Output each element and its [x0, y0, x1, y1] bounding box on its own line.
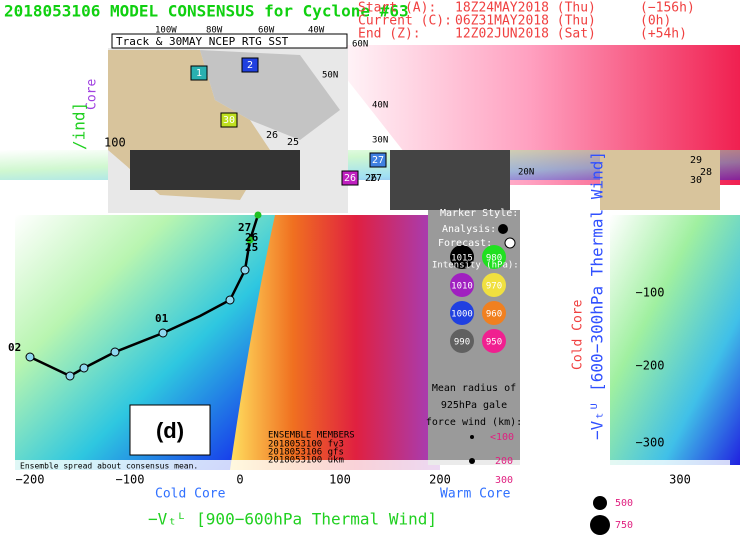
map-box-label: 27 [372, 155, 384, 166]
map-track-label: 28 [700, 167, 712, 178]
legend-heading: Marker Style: [440, 208, 518, 219]
track-marker [159, 329, 167, 337]
intensity-label: 960 [486, 310, 502, 320]
intensity-label: 1000 [451, 310, 473, 320]
track-label: 02 [8, 341, 21, 354]
track-marker [111, 348, 119, 356]
radius-heading: 925hPa gale [441, 400, 507, 411]
x-cold-core: Cold Core [155, 487, 226, 502]
y-tick-label: −300 [636, 436, 665, 450]
legend-heading: Intensity (hPa): [432, 261, 519, 271]
map-track-label: 26 [365, 173, 377, 184]
x-warm-core: Warm Core [440, 487, 511, 502]
lat-label: 40N [372, 101, 388, 111]
title: 2018053106 MODEL CONSENSUS for Cyclone #… [4, 2, 409, 21]
map-strip [130, 150, 300, 190]
lon-label: 40W [308, 26, 325, 36]
analysis-marker [498, 224, 508, 234]
lon-label: 80W [206, 26, 223, 36]
y-tick-label: −200 [636, 359, 665, 373]
intensity-label: 990 [454, 338, 470, 348]
right-field [610, 215, 740, 465]
radius-label: 750 [615, 520, 633, 531]
legend-item: Analysis: [442, 224, 496, 235]
legend-item: Forecast: [438, 238, 492, 249]
panel-label: (d) [156, 418, 184, 443]
map-strip [390, 150, 510, 210]
intensity-label: 980 [486, 254, 502, 264]
radius-swatch [469, 458, 475, 464]
y-axis-label: −Vₜᵁ [600−300hPa Thermal Wind] [588, 151, 607, 440]
radius-swatch [590, 515, 610, 535]
forecast-marker [505, 238, 515, 248]
x-tick-label: −200 [16, 473, 45, 487]
track-marker [226, 296, 234, 304]
x-tick-label: 300 [669, 473, 691, 487]
time-offset: (+54h) [640, 27, 687, 42]
y-tick-label: −100 [636, 286, 665, 300]
lat-label: 20N [518, 168, 534, 178]
y-cold-core: Cold Core [571, 299, 586, 370]
ensemble-member: 2018053100 ukm [268, 456, 344, 466]
lon-label: 100W [155, 26, 177, 36]
radius-label: <100 [490, 432, 514, 443]
track-marker [66, 372, 74, 380]
radius-heading: force wind (km): [426, 417, 522, 428]
map-title: Track & 30MAY NCEP RTG SST [116, 35, 289, 48]
map-box-label: 1 [196, 68, 202, 79]
map-box-label: 30 [223, 115, 235, 126]
map-box-label: 2 [247, 60, 253, 71]
track-label: 25 [245, 241, 258, 254]
map-box-label: 26 [344, 173, 356, 184]
lon-label: 60W [258, 26, 275, 36]
radius-label: 200 [495, 456, 513, 467]
left-label: /ind] [70, 102, 89, 150]
intensity-label: 970 [486, 282, 502, 292]
spread-note: Ensemble spread about consensus mean. [20, 462, 198, 471]
intensity-label: 950 [486, 338, 502, 348]
map-track-label: 25 [287, 137, 299, 148]
phase-diagram: 2018053106 MODEL CONSENSUS for Cyclone #… [0, 0, 740, 539]
x-tick-label: 200 [429, 473, 451, 487]
lat-label: 60N [352, 40, 368, 50]
map-track-label: 26 [266, 130, 278, 141]
x-tick-label: 100 [329, 473, 351, 487]
x-tick-label: −100 [116, 473, 145, 487]
radius-heading: Mean radius of [432, 383, 516, 394]
lat-label: 50N [322, 71, 338, 81]
intensity-label: 1010 [451, 282, 473, 292]
track-marker [80, 364, 88, 372]
radius-label: 300 [495, 475, 513, 486]
map-track-label: 29 [690, 155, 702, 166]
radius-label: 500 [615, 498, 633, 509]
left-tick-label: 100 [104, 136, 126, 150]
intensity-label: 1015 [451, 254, 473, 264]
radius-swatch [470, 435, 474, 439]
lat-label: 30N [372, 136, 388, 146]
track-marker [241, 266, 249, 274]
x-axis-label: −Vₜᴸ [900−600hPa Thermal Wind] [148, 510, 437, 529]
track-marker [255, 212, 262, 219]
x-tick-label: 0 [236, 473, 243, 487]
track-marker [26, 353, 34, 361]
radius-swatch [593, 496, 607, 510]
track-label: 01 [155, 312, 169, 325]
time-value: 12Z02JUN2018 (Sat) [455, 27, 596, 42]
